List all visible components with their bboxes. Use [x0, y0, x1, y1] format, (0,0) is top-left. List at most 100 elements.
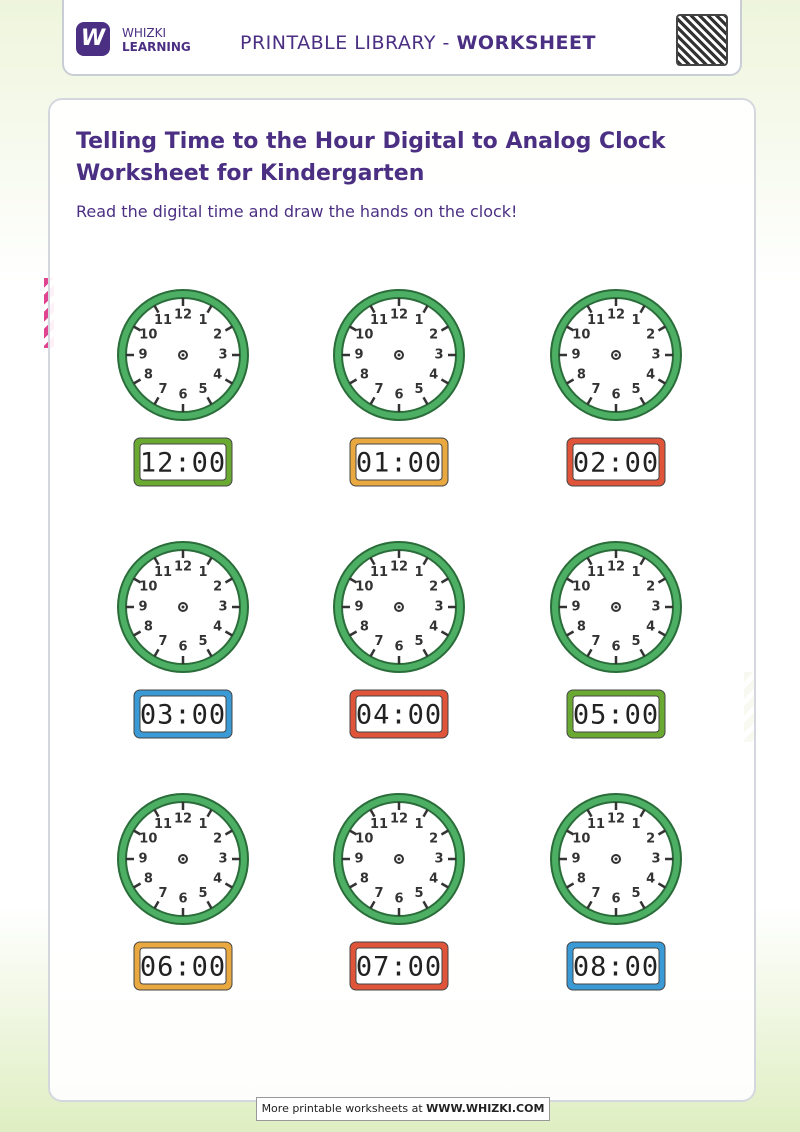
clock-number: 3: [218, 348, 227, 363]
hour-tick: [153, 557, 160, 566]
clock-number: 7: [374, 634, 383, 649]
hour-tick: [133, 577, 142, 584]
hour-tick: [422, 809, 429, 818]
clock-number: 12: [174, 308, 192, 323]
clock-number: 3: [651, 600, 660, 615]
clock-number: 12: [607, 308, 625, 323]
hour-tick: [206, 305, 213, 314]
hour-tick: [657, 630, 666, 637]
clock-number: 4: [429, 872, 438, 887]
hour-tick: [657, 378, 666, 385]
clock-number: 7: [158, 634, 167, 649]
digital-screen: [139, 947, 227, 985]
clock-number: 12: [390, 560, 408, 575]
clock-number: 12: [390, 308, 408, 323]
digital-clock: 08:00: [566, 941, 666, 991]
clock-number: 5: [198, 886, 207, 901]
hour-tick: [369, 396, 376, 405]
clock-number: 4: [646, 368, 655, 383]
hour-tick: [657, 882, 666, 889]
hour-tick: [657, 577, 666, 584]
hour-tick: [349, 882, 358, 889]
hour-tick: [153, 396, 160, 405]
clock-number: 6: [394, 892, 403, 907]
clock-number: 8: [360, 368, 369, 383]
clock-number: 12: [607, 560, 625, 575]
clock-number: 10: [572, 580, 590, 595]
hour-tick: [133, 630, 142, 637]
clock-number: 4: [213, 368, 222, 383]
clock-number: 1: [631, 313, 640, 328]
clock-number: 9: [571, 348, 580, 363]
digital-time: 02:00: [573, 448, 659, 479]
clock-number: 11: [587, 817, 605, 832]
instructions: Read the digital time and draw the hands…: [76, 202, 518, 221]
digital-time: 08:00: [573, 952, 659, 983]
clock-number: 10: [355, 328, 373, 343]
hour-tick: [566, 829, 575, 836]
clock-number: 3: [434, 348, 443, 363]
hour-tick: [206, 900, 213, 909]
digital-clock: 05:00: [566, 689, 666, 739]
hour-tick: [422, 305, 429, 314]
hour-tick: [349, 325, 358, 332]
center-pin: [181, 857, 185, 861]
clock-number: 7: [591, 382, 600, 397]
hour-tick: [440, 378, 449, 385]
digital-screen: [355, 947, 443, 985]
clock-number: 6: [178, 388, 187, 403]
title: Telling Time to the Hour Digital to Anal…: [76, 129, 666, 186]
hour-tick: [349, 829, 358, 836]
clock-number: 1: [198, 565, 207, 580]
clock-number: 8: [144, 620, 153, 635]
hour-tick: [369, 648, 376, 657]
digital-screen: [572, 443, 660, 481]
logo: W: [76, 22, 110, 56]
hour-tick: [586, 900, 593, 909]
clock-number: 5: [198, 382, 207, 397]
digital-time: 05:00: [573, 700, 659, 731]
digital-screen: [139, 695, 227, 733]
clock-number: 11: [370, 565, 388, 580]
clock-number: 6: [611, 640, 620, 655]
hour-tick: [133, 829, 142, 836]
clock-number: 2: [646, 580, 655, 595]
digital-clock: 06:00: [133, 941, 233, 991]
clock-number: 2: [213, 328, 222, 343]
clock-number: 7: [374, 382, 383, 397]
clock-number: 3: [218, 852, 227, 867]
clock-number: 6: [611, 892, 620, 907]
hour-tick: [657, 829, 666, 836]
footer-link[interactable]: WWW.WHIZKI.COM: [426, 1102, 545, 1115]
hour-tick: [206, 809, 213, 818]
clock-number: 4: [213, 872, 222, 887]
clock-number: 4: [429, 620, 438, 635]
center-pin: [181, 353, 185, 357]
clock-number: 7: [374, 886, 383, 901]
hour-tick: [153, 648, 160, 657]
hour-tick: [206, 648, 213, 657]
hour-tick: [369, 809, 376, 818]
hour-tick: [349, 378, 358, 385]
clock-number: 5: [414, 886, 423, 901]
clock-number: 2: [429, 580, 438, 595]
clock-number: 11: [154, 565, 172, 580]
hour-tick: [639, 648, 646, 657]
clock-number: 1: [631, 565, 640, 580]
clock-number: 9: [138, 348, 147, 363]
hour-tick: [153, 809, 160, 818]
clock-number: 9: [571, 852, 580, 867]
digital-clock: 02:00: [566, 437, 666, 487]
digital-clock: 01:00: [349, 437, 449, 487]
digital-screen: [139, 443, 227, 481]
clock-number: 4: [646, 620, 655, 635]
library-title: PRINTABLE LIBRARY - WORKSHEET: [240, 32, 596, 54]
clock-number: 10: [139, 580, 157, 595]
hour-tick: [639, 900, 646, 909]
clock-number: 5: [198, 634, 207, 649]
hour-tick: [133, 882, 142, 889]
center-pin: [181, 605, 185, 609]
clock-number: 4: [646, 872, 655, 887]
